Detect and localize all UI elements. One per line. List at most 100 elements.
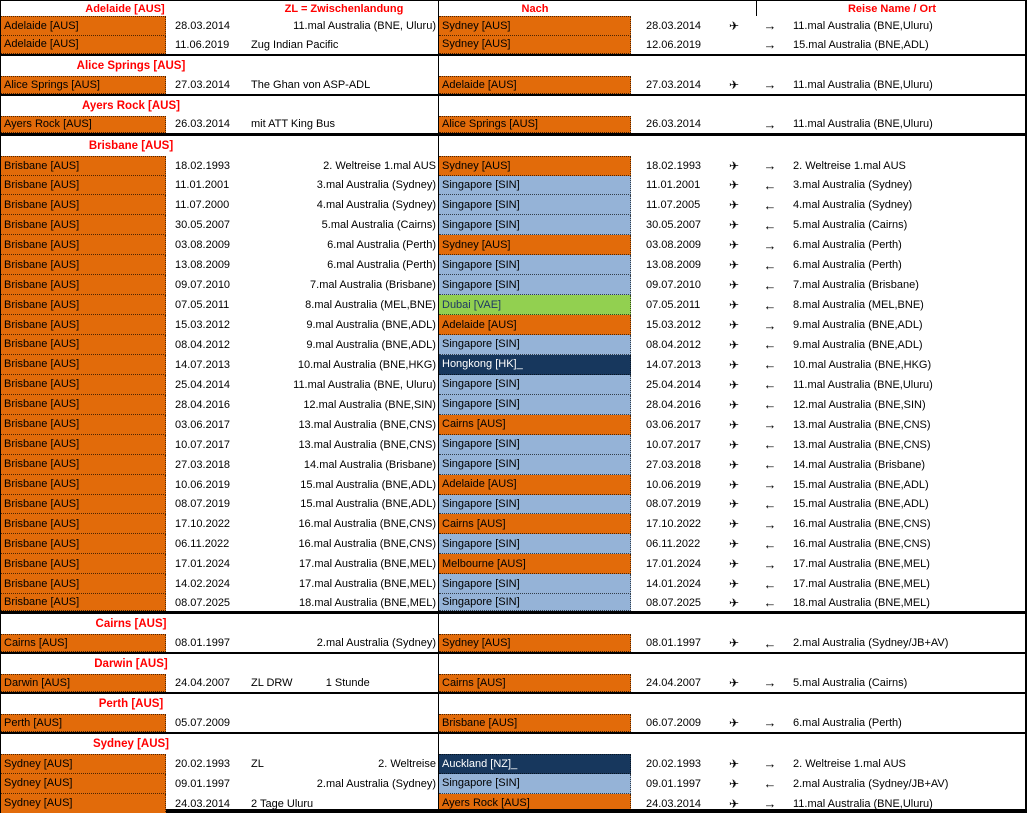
from-city-cell[interactable]: Brisbane [AUS] bbox=[1, 195, 166, 216]
arrival-date-cell[interactable]: 08.07.2025 bbox=[646, 596, 702, 609]
plane-cell[interactable]: ✈ bbox=[719, 455, 749, 475]
destination-city-cell[interactable]: Singapore [SIN] bbox=[439, 494, 631, 515]
plane-cell[interactable]: ✈ bbox=[719, 235, 749, 255]
trip-name-cell[interactable]: 5.mal Australia (Cairns) bbox=[793, 676, 908, 689]
arrival-date-cell[interactable]: 12.06.2019 bbox=[646, 38, 702, 51]
trip-name-cell[interactable]: 5.mal Australia (Cairns) bbox=[793, 219, 908, 232]
destination-city-cell[interactable]: Adelaide [AUS] bbox=[439, 474, 631, 495]
trip-name-cell[interactable]: 11.mal Australia (BNE,Uluru) bbox=[793, 19, 933, 32]
destination-city-cell[interactable]: Sydney [AUS] bbox=[439, 155, 631, 176]
from-city-cell[interactable]: Brisbane [AUS] bbox=[1, 275, 166, 296]
section-title[interactable]: Cairns [AUS] bbox=[95, 618, 167, 631]
arrival-date-cell[interactable]: 08.04.2012 bbox=[646, 338, 702, 351]
plane-cell[interactable]: ✈ bbox=[719, 794, 749, 813]
plane-cell[interactable] bbox=[719, 116, 749, 133]
direction-cell[interactable]: → bbox=[749, 235, 791, 255]
arrival-date-cell[interactable]: 20.02.1993 bbox=[646, 757, 702, 770]
departure-date-cell[interactable]: 26.03.2014 bbox=[175, 118, 231, 131]
trip-name-cell[interactable]: 7.mal Australia (Brisbane) bbox=[793, 279, 919, 292]
direction-cell[interactable]: → bbox=[749, 156, 791, 176]
stopover-cell[interactable]: 12.mal Australia (BNE,SIN) bbox=[249, 395, 439, 415]
plane-cell[interactable]: ✈ bbox=[719, 176, 749, 196]
arrival-date-cell[interactable]: 06.07.2009 bbox=[646, 716, 702, 729]
departure-date-cell[interactable]: 17.10.2022 bbox=[175, 518, 231, 531]
destination-city-cell[interactable]: Singapore [SIN] bbox=[439, 534, 631, 555]
trip-name-cell[interactable]: 16.mal Australia (BNE,CNS) bbox=[793, 538, 931, 551]
from-city-cell[interactable]: Brisbane [AUS] bbox=[1, 374, 166, 395]
departure-date-cell[interactable]: 24.04.2007 bbox=[175, 676, 231, 689]
arrival-date-cell[interactable]: 24.04.2007 bbox=[646, 676, 702, 689]
direction-cell[interactable]: ← bbox=[749, 495, 791, 515]
stopover-cell[interactable]: 15.mal Australia (BNE,ADL) bbox=[249, 475, 439, 495]
departure-date-cell[interactable]: 17.01.2024 bbox=[175, 558, 231, 571]
plane-cell[interactable]: ✈ bbox=[719, 774, 749, 794]
plane-cell[interactable]: ✈ bbox=[719, 714, 749, 732]
departure-date-cell[interactable]: 27.03.2014 bbox=[175, 78, 231, 91]
from-city-cell[interactable]: Brisbane [AUS] bbox=[1, 574, 166, 595]
section-title[interactable]: Darwin [AUS] bbox=[94, 657, 168, 670]
stopover-cell[interactable]: 16.mal Australia (BNE,CNS) bbox=[249, 514, 439, 534]
direction-cell[interactable]: ← bbox=[749, 275, 791, 295]
direction-cell[interactable]: ← bbox=[749, 355, 791, 375]
stopover-cell[interactable]: 9.mal Australia (BNE,ADL) bbox=[249, 315, 439, 335]
from-city-cell[interactable]: Brisbane [AUS] bbox=[1, 434, 166, 455]
departure-date-cell[interactable]: 30.05.2007 bbox=[175, 219, 231, 232]
departure-date-cell[interactable]: 05.07.2009 bbox=[175, 716, 231, 729]
trip-name-cell[interactable]: 9.mal Australia (BNE,ADL) bbox=[793, 319, 923, 332]
arrival-date-cell[interactable]: 28.03.2014 bbox=[646, 19, 702, 32]
destination-city-cell[interactable]: Singapore [SIN] bbox=[439, 215, 631, 236]
plane-cell[interactable]: ✈ bbox=[719, 754, 749, 774]
stopover-cell[interactable]: 16.mal Australia (BNE,CNS) bbox=[249, 534, 439, 554]
from-city-cell[interactable]: Brisbane [AUS] bbox=[1, 474, 166, 495]
destination-city-cell[interactable]: Singapore [SIN] bbox=[439, 574, 631, 595]
direction-cell[interactable]: → bbox=[749, 415, 791, 435]
departure-date-cell[interactable]: 27.03.2018 bbox=[175, 458, 231, 471]
departure-date-cell[interactable]: 13.08.2009 bbox=[175, 259, 231, 272]
destination-city-cell[interactable]: Singapore [SIN] bbox=[439, 594, 631, 612]
trip-name-cell[interactable]: 6.mal Australia (Perth) bbox=[793, 259, 902, 272]
direction-cell[interactable]: ← bbox=[749, 774, 791, 794]
departure-date-cell[interactable]: 28.04.2016 bbox=[175, 398, 231, 411]
direction-cell[interactable]: ← bbox=[749, 594, 791, 611]
destination-city-cell[interactable]: Sydney [AUS] bbox=[439, 35, 631, 54]
stopover-cell[interactable]: 4.mal Australia (Sydney) bbox=[249, 195, 439, 215]
departure-date-cell[interactable]: 08.04.2012 bbox=[175, 338, 231, 351]
departure-date-cell[interactable]: 06.11.2022 bbox=[175, 538, 230, 551]
direction-cell[interactable]: ← bbox=[749, 455, 791, 475]
stopover-cell[interactable]: 10.mal Australia (BNE,HKG) bbox=[249, 355, 439, 375]
destination-city-cell[interactable]: Singapore [SIN] bbox=[439, 454, 631, 475]
departure-date-cell[interactable]: 08.07.2019 bbox=[175, 498, 231, 511]
direction-cell[interactable]: → bbox=[749, 554, 791, 574]
trip-name-cell[interactable]: 11.mal Australia (BNE,Uluru) bbox=[793, 797, 933, 810]
plane-cell[interactable]: ✈ bbox=[719, 475, 749, 495]
direction-cell[interactable]: ← bbox=[749, 176, 791, 196]
arrival-date-cell[interactable]: 13.08.2009 bbox=[646, 259, 702, 272]
trip-name-cell[interactable]: 2.mal Australia (Sydney/JB+AV) bbox=[793, 777, 949, 790]
arrival-date-cell[interactable]: 18.02.1993 bbox=[646, 159, 702, 172]
trip-name-cell[interactable]: 6.mal Australia (Perth) bbox=[793, 716, 902, 729]
stopover-cell[interactable]: ZL 2. Weltreise bbox=[249, 754, 439, 774]
stopover-cell[interactable]: 18.mal Australia (BNE,MEL) bbox=[249, 594, 439, 611]
destination-city-cell[interactable]: Sydney [AUS] bbox=[439, 634, 631, 652]
destination-city-cell[interactable]: Singapore [SIN] bbox=[439, 195, 631, 216]
departure-date-cell[interactable]: 08.01.1997 bbox=[175, 637, 231, 650]
plane-cell[interactable]: ✈ bbox=[719, 215, 749, 235]
stopover-cell[interactable]: 5.mal Australia (Cairns) bbox=[249, 215, 439, 235]
destination-city-cell[interactable]: Brisbane [AUS] bbox=[439, 713, 631, 732]
departure-date-cell[interactable]: 09.07.2010 bbox=[175, 279, 231, 292]
stopover-cell[interactable]: 17.mal Australia (BNE,MEL) bbox=[249, 574, 439, 594]
destination-city-cell[interactable]: Singapore [SIN] bbox=[439, 773, 631, 794]
destination-city-cell[interactable]: Cairns [AUS] bbox=[439, 414, 631, 435]
plane-cell[interactable]: ✈ bbox=[719, 295, 749, 315]
departure-date-cell[interactable]: 08.07.2025 bbox=[175, 596, 231, 609]
arrival-date-cell[interactable]: 08.07.2019 bbox=[646, 498, 702, 511]
arrival-date-cell[interactable]: 28.04.2016 bbox=[646, 398, 702, 411]
plane-cell[interactable]: ✈ bbox=[719, 275, 749, 295]
departure-date-cell[interactable]: 11.01.2001 bbox=[175, 179, 230, 192]
from-city-cell[interactable]: Brisbane [AUS] bbox=[1, 594, 166, 612]
plane-cell[interactable]: ✈ bbox=[719, 514, 749, 534]
from-city-cell[interactable]: Brisbane [AUS] bbox=[1, 394, 166, 415]
plane-cell[interactable]: ✈ bbox=[719, 255, 749, 275]
direction-cell[interactable]: → bbox=[749, 794, 791, 813]
section-title[interactable]: Ayers Rock [AUS] bbox=[82, 99, 180, 112]
